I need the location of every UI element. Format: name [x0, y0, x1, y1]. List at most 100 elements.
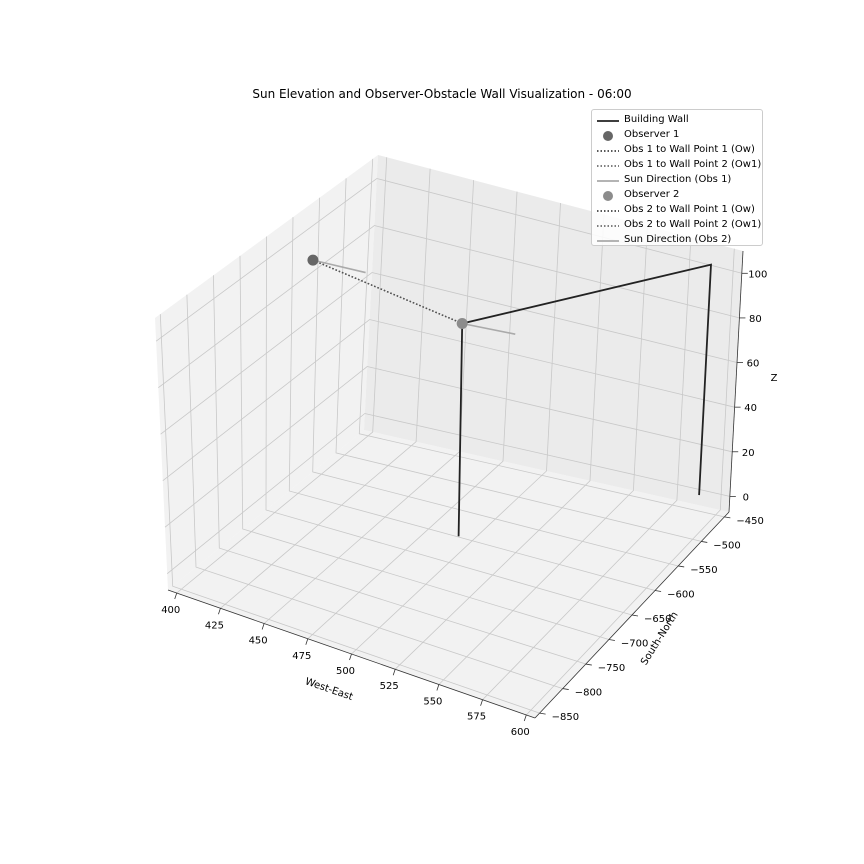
- observer-1-sun-direction: [312, 259, 366, 274]
- legend-symbol: [603, 191, 613, 201]
- y-tick-label: −750: [598, 663, 625, 674]
- grid-line-z: [162, 319, 735, 482]
- x-tick-label: 500: [336, 666, 355, 677]
- legend-symbol: [597, 225, 619, 227]
- grid-line-y: [335, 178, 702, 542]
- grid-line-x: [220, 168, 431, 609]
- x-tick: [218, 608, 221, 615]
- x-tick-label: 525: [380, 681, 399, 692]
- grid-line-z: [164, 366, 733, 528]
- z-tick-label: 20: [742, 448, 755, 459]
- legend-item: Obs 2 to Wall Point 1 (Ow): [592, 203, 762, 218]
- grid-line-y: [213, 275, 586, 665]
- x-tick: [436, 684, 440, 691]
- grid-line-y: [186, 294, 563, 689]
- legend-symbol: [597, 165, 619, 167]
- legend-item: Obs 1 to Wall Point 1 (Ow): [592, 143, 762, 158]
- legend-label: Sun Direction (Obs 2): [624, 234, 732, 245]
- observer-1-ow1-line: [312, 259, 463, 325]
- grid-lines: [155, 157, 742, 716]
- grid-line-y: [312, 197, 679, 567]
- grid-line-z: [160, 272, 738, 435]
- x-tick: [261, 623, 265, 630]
- legend-label: Obs 2 to Wall Point 1 (Ow): [624, 204, 755, 215]
- x-tick: [480, 699, 483, 706]
- y-tick: [585, 663, 592, 666]
- legend-label: Sun Direction (Obs 1): [624, 174, 732, 185]
- legend-item: Building Wall: [592, 113, 762, 128]
- x-tick: [305, 638, 309, 645]
- z-axis-label: Z: [771, 373, 778, 384]
- x-tick-label: 600: [511, 727, 530, 738]
- legend-item: Observer 1: [592, 128, 762, 143]
- chart-title: Sun Elevation and Observer-Obstacle Wall…: [252, 87, 631, 101]
- grid-line-y: [239, 255, 610, 640]
- legend-symbol: [603, 131, 613, 141]
- legend-marker: [603, 191, 613, 201]
- y-tick-label: −650: [644, 614, 671, 625]
- y-tick-label: −550: [690, 565, 717, 576]
- x-axis-label: West-East: [303, 676, 354, 703]
- z-tick-label: 80: [749, 314, 762, 325]
- legend-item: Sun Direction (Obs 1): [592, 173, 762, 188]
- y-tick: [631, 614, 639, 617]
- legend-label: Obs 1 to Wall Point 1 (Ow): [624, 144, 755, 155]
- x-tick-label: 425: [205, 620, 224, 631]
- z-tick-label: 40: [744, 403, 757, 414]
- x-tick-label: 550: [423, 696, 442, 707]
- grid-line-x: [526, 248, 735, 716]
- legend-label: Obs 1 to Wall Point 2 (Ow1): [624, 159, 762, 170]
- y-tick: [701, 541, 708, 543]
- y-tick-label: −800: [575, 688, 602, 699]
- grid-line-x: [438, 225, 648, 685]
- legend-marker: [603, 131, 613, 141]
- y-tick-label: −500: [713, 540, 740, 551]
- legend-item: Observer 2: [592, 188, 762, 203]
- legend-label: Building Wall: [624, 114, 689, 125]
- legend-item: Obs 1 to Wall Point 2 (Ow1): [592, 158, 762, 173]
- z-axis-line: [728, 250, 744, 513]
- building-wall-line: [457, 263, 712, 537]
- x-tick-label: 475: [292, 651, 311, 662]
- grid-line-y: [288, 217, 656, 591]
- y-tick: [562, 688, 569, 690]
- legend-item: Sun Direction (Obs 2): [592, 233, 762, 248]
- y-tick: [539, 712, 546, 715]
- z-tick-label: 100: [748, 269, 767, 280]
- legend-symbol: [597, 210, 619, 212]
- legend-label: Observer 2: [624, 189, 680, 200]
- observer-1-marker: [307, 254, 319, 266]
- y-tick-label: −600: [667, 589, 694, 600]
- x-tick: [392, 669, 396, 676]
- legend-symbol: [597, 150, 619, 152]
- z-tick-label: 60: [747, 359, 760, 370]
- grid-line-x: [394, 214, 605, 670]
- x-tick-label: 400: [161, 605, 180, 616]
- y-tick: [678, 565, 685, 568]
- y-tick: [655, 590, 662, 592]
- data-marks: [307, 254, 712, 537]
- y-tick: [724, 516, 731, 519]
- legend-item: Obs 2 to Wall Point 2 (Ow1): [592, 218, 762, 233]
- x-tick-label: 450: [249, 636, 268, 647]
- legend: Building Wall Observer 1 Obs 1 to Wall Poi…: [591, 109, 763, 246]
- observer-2-sun-direction: [462, 322, 516, 335]
- legend-symbol: [597, 180, 619, 182]
- x-tick: [349, 653, 352, 661]
- grid-line-y: [265, 236, 633, 616]
- legend-label: Observer 1: [624, 129, 680, 140]
- grid-line-z: [166, 413, 730, 575]
- z-tick-label: 0: [743, 492, 749, 503]
- grid-line-x: [176, 157, 388, 594]
- grid-line-x: [482, 237, 692, 700]
- x-tick-label: 575: [467, 712, 486, 723]
- grid-line-x: [351, 202, 561, 655]
- legend-label: Obs 2 to Wall Point 2 (Ow1): [624, 219, 762, 230]
- x-tick: [174, 592, 178, 600]
- grid-line-x: [307, 191, 518, 640]
- legend-symbol: [597, 240, 619, 242]
- tick-labels: 400425450475500525550575600−850−800−750−…: [161, 269, 767, 738]
- legend-symbol: [597, 120, 619, 122]
- grid-line-y: [159, 314, 540, 714]
